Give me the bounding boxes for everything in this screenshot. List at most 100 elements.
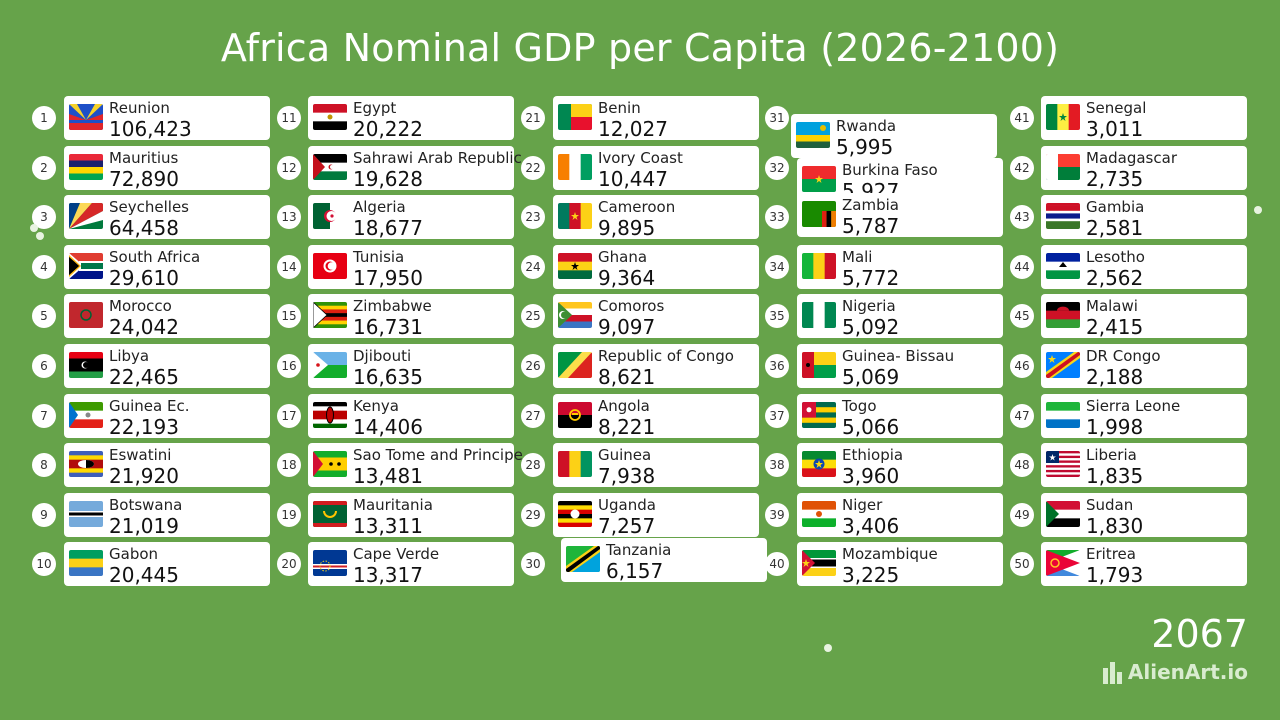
country-name: Sierra Leone [1086,396,1181,415]
bar-nigeria: Nigeria 5,092 [797,294,1003,339]
rank-badge: 49 [1010,502,1034,527]
rank-badge: 44 [1010,254,1034,279]
gdp-value: 1,830 [1086,513,1144,538]
rank-badge: 41 [1010,106,1034,130]
bar-guinea-bissau: Guinea- Bissau 5,069 [797,344,1003,389]
rank-badge: 10 [32,552,56,577]
sudan-flag [1046,500,1080,527]
bar-guinea: Guinea 7,938 [553,443,759,488]
country-name: Mali [842,247,873,266]
djibouti-flag [313,352,347,378]
gdp-value: 22,193 [109,414,179,439]
bar-tunisia: Tunisia 17,950 [308,244,514,290]
bar-liberia: Liberia 1,835 [1041,443,1247,488]
rank-badge: 6 [32,354,56,378]
particle-dot [30,224,38,232]
rank-badge: 50 [1010,552,1034,577]
rank-badge: 48 [1010,453,1034,478]
liberia-flag [1046,451,1080,478]
country-name: Liberia [1086,446,1137,465]
rank-badge: 28 [521,453,545,478]
gdp-value: 2,581 [1086,216,1144,241]
country-name: Niger [842,495,883,514]
country-name: Angola [598,396,650,415]
rank-badge: 9 [32,502,56,527]
gdp-value: 3,406 [842,513,900,538]
benin-flag [558,104,592,130]
gdp-value: 10,447 [598,166,668,191]
bar-eswatini: Eswatini 21,920 [64,443,270,488]
mali-flag [802,252,836,279]
particle-dot [1254,206,1262,214]
malawi-flag [1046,302,1080,329]
country-name: Ivory Coast [598,148,683,167]
niger-flag [802,500,836,527]
rank-badge: 21 [521,106,545,130]
country-name: Guinea Ec. [109,396,190,415]
country-name: Comoros [598,297,665,316]
eswatini-flag [69,451,103,478]
gdp-value: 21,019 [109,513,179,538]
bar-cameroon: Cameroon 9,895 [553,195,759,240]
country-name: Guinea [598,446,652,465]
burkina-faso-flag [802,165,836,192]
country-name: Sudan [1086,495,1134,514]
sierra-leone-flag [1046,401,1080,428]
country-name: Madagascar [1086,148,1177,167]
rank-badge: 46 [1010,354,1034,378]
country-name: Egypt [353,99,397,117]
gdp-value: 5,772 [842,265,900,290]
rank-badge: 30 [521,552,545,577]
bar-sahrawi: Sahrawi Arab Republic 19,628 [308,145,522,191]
sao-tome-flag [313,451,347,478]
guinea-bissau-flag [802,352,836,378]
rank-badge: 18 [277,453,301,478]
dr-congo-flag [1046,352,1080,378]
zimbabwe-flag [313,302,347,329]
gdp-value: 16,635 [353,365,423,389]
gdp-value: 24,042 [109,315,179,340]
rank-badge: 8 [32,453,56,478]
country-name: Benin [598,99,641,117]
bar-cape-verde: Cape Verde 13,317 [308,542,514,587]
gambia-flag [1046,203,1080,230]
gdp-value: 13,481 [353,464,423,489]
country-name: Gambia [1086,198,1145,217]
rank-badge: 22 [521,155,545,180]
country-name: Cape Verde [353,545,440,564]
nigeria-flag [802,302,836,329]
country-name: Sahrawi Arab Republic [353,148,522,167]
country-name: Uganda [598,495,656,514]
bar-ghana: Ghana 9,364 [553,244,759,290]
eritrea-flag [1046,550,1080,577]
rank-badge: 17 [277,403,301,428]
guinea-flag [558,451,592,478]
gdp-value: 20,445 [109,563,179,588]
gdp-value: 2,188 [1086,365,1144,389]
rank-badge: 23 [521,205,545,230]
gdp-value: 6,157 [606,559,664,584]
rank-badge: 47 [1010,403,1034,428]
bar-reunion: Reunion 106,423 [64,96,270,141]
rank-badge: 14 [277,254,301,279]
country-name: Mozambique [842,545,938,564]
congo-flag [558,352,592,378]
gdp-value: 9,364 [598,265,656,290]
rank-badge: 31 [765,106,789,130]
rank-badge: 36 [765,354,789,378]
rank-badge: 16 [277,354,301,378]
gdp-value: 1,793 [1086,563,1144,588]
seychelles-flag [69,203,103,230]
madagascar-flag [1046,153,1080,180]
country-name: Ethiopia [842,446,904,465]
bar-botswana: Botswana 21,019 [64,492,270,538]
country-name: Nigeria [842,297,896,316]
gdp-value: 3,225 [842,563,900,588]
country-name: Algeria [353,198,406,217]
comoros-flag [558,302,592,329]
country-name: Zimbabwe [353,297,432,316]
rank-badge: 11 [277,106,301,130]
rank-badge: 19 [277,502,301,527]
bar-zimbabwe: Zimbabwe 16,731 [308,294,514,339]
country-name: Togo [842,396,877,415]
